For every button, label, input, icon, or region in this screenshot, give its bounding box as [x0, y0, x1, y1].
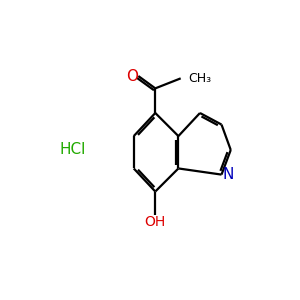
- Text: OH: OH: [145, 214, 166, 229]
- Text: HCl: HCl: [60, 142, 86, 158]
- Text: N: N: [223, 167, 234, 182]
- Text: O: O: [126, 68, 138, 83]
- Text: CH₃: CH₃: [188, 72, 212, 85]
